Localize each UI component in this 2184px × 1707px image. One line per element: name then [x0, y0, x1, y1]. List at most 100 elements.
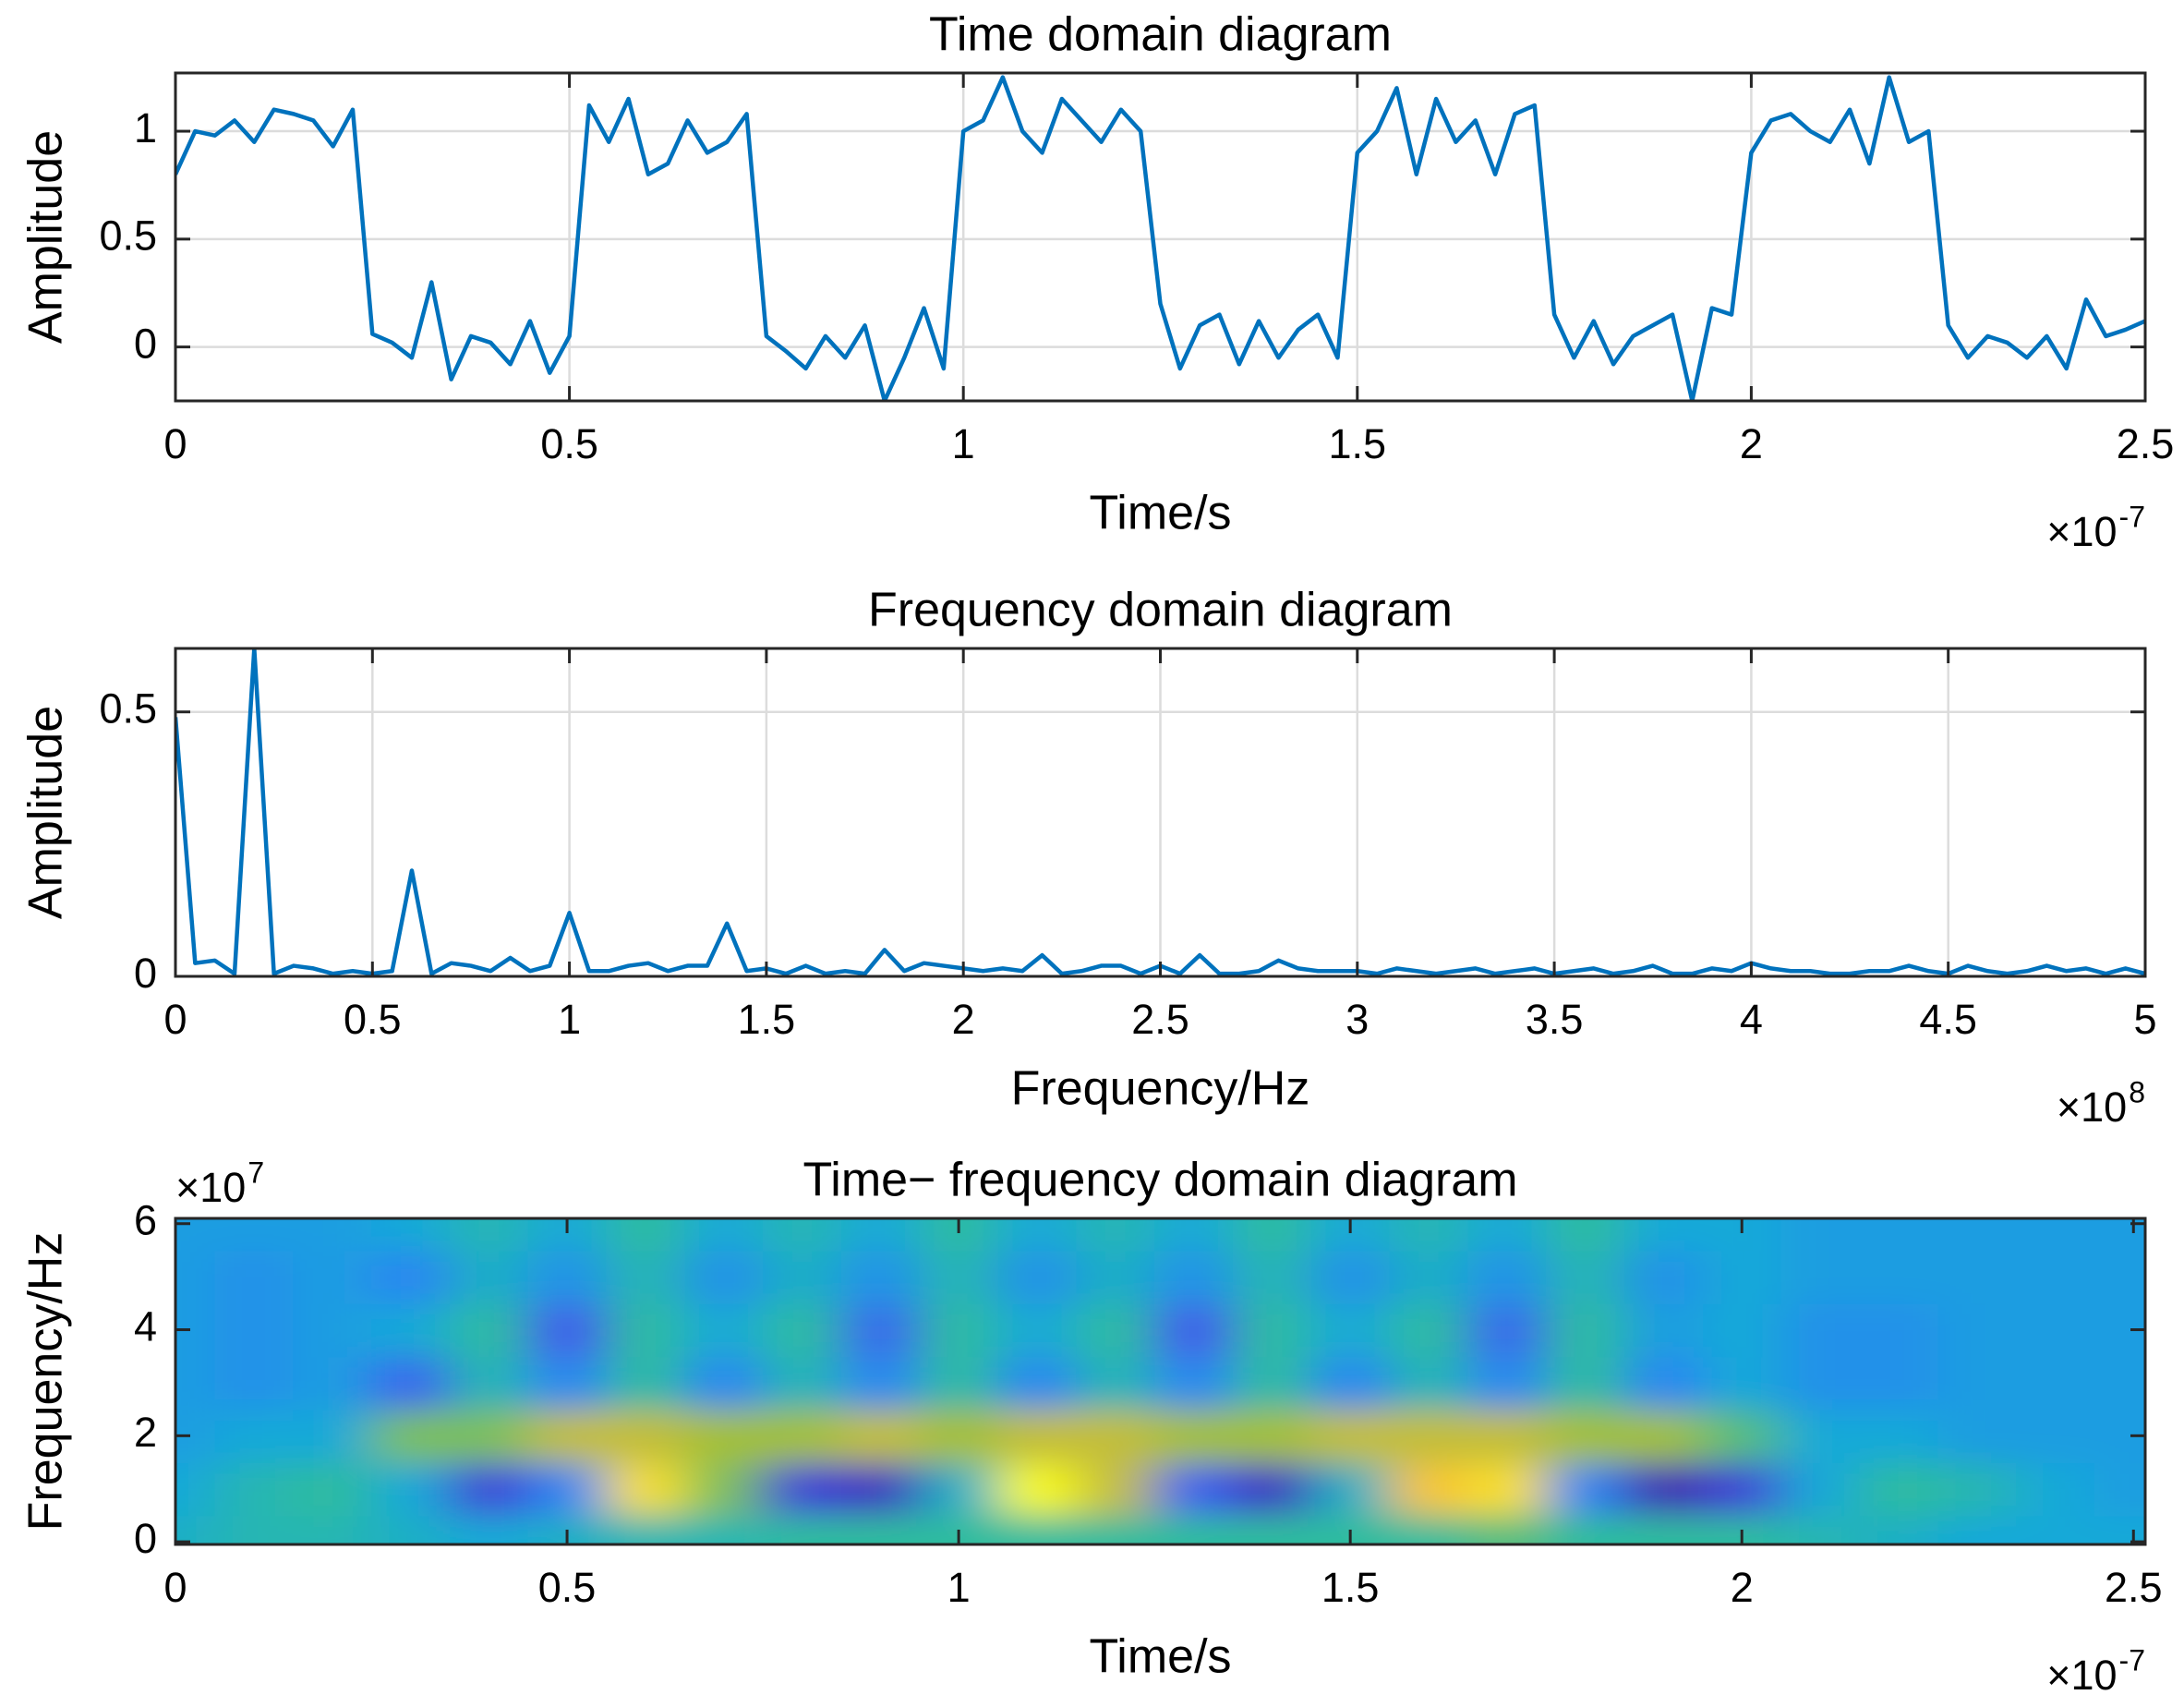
heatmap-cell: [1310, 1250, 1391, 1304]
heatmap-cell: [175, 1462, 216, 1517]
heatmap-cell: [1467, 1250, 1548, 1304]
heatmap-cell: [214, 1409, 295, 1464]
heatmap-cell: [293, 1302, 373, 1358]
x-axis-label: Time/s: [1089, 487, 1231, 540]
heatmap-cell: [1389, 1302, 1469, 1358]
chart-title: Frequency domain diagram: [868, 584, 1453, 637]
heatmap-cell: [606, 1409, 686, 1464]
heatmap-cell: [371, 1515, 451, 1544]
heatmap-cell: [1154, 1462, 1234, 1517]
heatmap-cell: [1624, 1356, 1704, 1410]
heatmap-cell: [2094, 1218, 2145, 1252]
y-tick-label: 0: [134, 950, 157, 997]
heatmap-cell: [606, 1515, 686, 1544]
heatmap-cell: [1389, 1250, 1469, 1304]
heatmap-cell: [1467, 1302, 1548, 1358]
heatmap-cell: [1467, 1515, 1548, 1544]
x-exponent: -7: [2119, 500, 2145, 533]
heatmap-cell: [1859, 1356, 1939, 1410]
x-tick-label: 1.5: [738, 996, 796, 1043]
y-axis-label: Frequency/Hz: [19, 1232, 73, 1531]
heatmap-cell: [1076, 1302, 1156, 1358]
heatmap-cell: [214, 1218, 295, 1252]
heatmap-cell: [1154, 1302, 1234, 1358]
heatmap-cell: [1937, 1250, 2018, 1304]
heatmap-cell: [1467, 1462, 1548, 1517]
heatmap-cells: [175, 1218, 2145, 1544]
heatmap-cell: [214, 1302, 295, 1358]
x-tick-label: 5: [2133, 996, 2156, 1043]
x-tick-label: 0.5: [344, 996, 402, 1043]
heatmap-cell: [1702, 1250, 1782, 1304]
x-tick-label: 4.5: [1919, 996, 1977, 1043]
heatmap-cell: [371, 1462, 451, 1517]
x-tick-label: 1: [558, 996, 581, 1043]
heatmap-cell: [1232, 1356, 1312, 1410]
heatmap-cell: [2094, 1515, 2145, 1544]
plot-area: [175, 75, 2145, 401]
heatmap-cell: [1154, 1409, 1234, 1464]
y-tick-label: 0: [134, 321, 157, 368]
heatmap-cell: [527, 1356, 608, 1410]
heatmap-cell: [919, 1302, 999, 1358]
heatmap-cell: [371, 1250, 451, 1304]
heatmap-cell: [1546, 1218, 1626, 1252]
heatmap-cell: [840, 1218, 921, 1252]
heatmap-cell: [1937, 1302, 2018, 1358]
heatmap-cell: [1154, 1218, 1234, 1252]
heatmap-cell: [1546, 1409, 1626, 1464]
x-axis-label: Time/s: [1089, 1630, 1231, 1684]
heatmap-cell: [763, 1302, 842, 1358]
heatmap-cell: [997, 1462, 1078, 1517]
heatmap-cell: [1232, 1515, 1312, 1544]
heatmap-cell: [293, 1515, 373, 1544]
heatmap-cell: [1389, 1515, 1469, 1544]
axes-box: [174, 1217, 2147, 1546]
x-tick-label: 2: [1740, 420, 1763, 467]
heatmap-cell: [606, 1218, 686, 1252]
heatmap-cell: [1937, 1356, 2018, 1410]
heatmap-cell: [527, 1218, 608, 1252]
heatmap-cell: [527, 1302, 608, 1358]
heatmap-cell: [1859, 1250, 1939, 1304]
heatmap-cell: [371, 1409, 451, 1464]
x-tick-label: 0: [163, 420, 187, 467]
heatmap-cell: [1780, 1409, 1861, 1464]
heatmap-cell: [1389, 1409, 1469, 1464]
heatmap-cell: [684, 1356, 765, 1410]
x-tick-label: 1: [947, 1564, 971, 1611]
heatmap-cell: [1232, 1218, 1312, 1252]
y-multiplier: ×10: [175, 1164, 246, 1211]
heatmap-cell: [1076, 1462, 1156, 1517]
x-tick-label: 0: [163, 996, 187, 1043]
heatmap-cell: [1076, 1250, 1156, 1304]
x-exponent: 8: [2129, 1075, 2145, 1108]
heatmap-cell: [1702, 1302, 1782, 1358]
heatmap-cell: [214, 1462, 295, 1517]
heatmap-cell: [1154, 1356, 1234, 1410]
x-tick-label: 3: [1345, 996, 1369, 1043]
heatmap-cell: [840, 1356, 921, 1410]
heatmap-cell: [214, 1515, 295, 1544]
heatmap-cell: [293, 1462, 373, 1517]
x-tick-label: 3.5: [1526, 996, 1584, 1043]
heatmap-cell: [684, 1462, 765, 1517]
heatmap-cell: [840, 1409, 921, 1464]
heatmap-cell: [1467, 1409, 1548, 1464]
heatmap-cell: [371, 1356, 451, 1410]
heatmap-cell: [1780, 1250, 1861, 1304]
heatmap-cell: [2094, 1462, 2145, 1517]
heatmap-cell: [1624, 1218, 1704, 1252]
heatmap-cell: [840, 1462, 921, 1517]
heatmap-cell: [1389, 1218, 1469, 1252]
x-tick-label: 1: [952, 420, 975, 467]
heatmap-cell: [449, 1356, 529, 1410]
heatmap-cell: [1859, 1409, 1939, 1464]
x-tick-label: 2: [1731, 1564, 1754, 1611]
x-multiplier: ×10: [2046, 508, 2117, 555]
heatmap-cell: [1702, 1409, 1782, 1464]
heatmap-cell: [919, 1250, 999, 1304]
heatmap-cell: [2016, 1409, 2095, 1464]
heatmap-cell: [840, 1302, 921, 1358]
